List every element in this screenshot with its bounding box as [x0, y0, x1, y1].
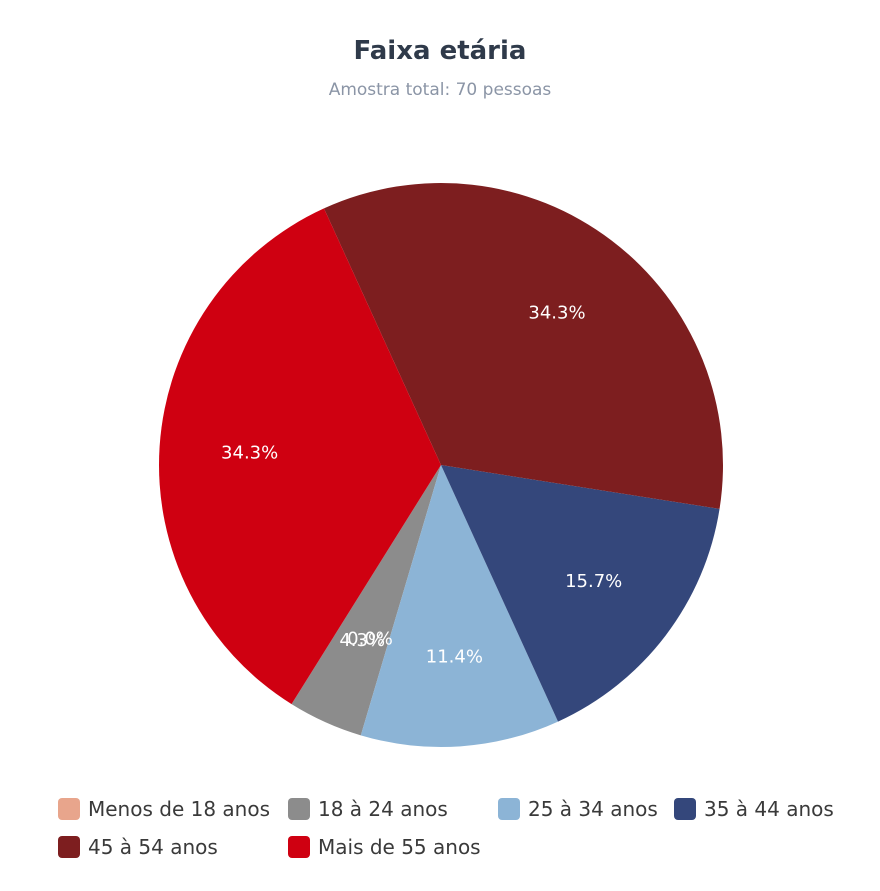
pie-slice-35-a-44-anos[interactable] [441, 465, 720, 722]
legend-swatch [58, 798, 80, 820]
pie-slice-45-a-54-anos[interactable] [323, 183, 724, 509]
chart-title: Faixa etária [353, 36, 527, 66]
legend-item-mais-de-55[interactable]: Mais de 55 anos [288, 835, 481, 859]
legend-label: Menos de 18 anos [88, 797, 271, 821]
slice-label: 4.3% [339, 630, 385, 651]
pie-slice-mais-de-55-anos[interactable] [159, 208, 441, 705]
legend-label: 45 à 54 anos [88, 835, 218, 859]
legend-swatch [58, 836, 80, 858]
legend-swatch [498, 798, 520, 820]
legend-label: 18 à 24 anos [318, 797, 448, 821]
legend-swatch [288, 798, 310, 820]
legend-item-menos-de-18[interactable]: Menos de 18 anos [58, 797, 270, 821]
legend-item-18-24[interactable]: 18 à 24 anos [288, 797, 448, 821]
legend-label: Mais de 55 anos [318, 835, 481, 859]
legend-label: 35 à 44 anos [704, 797, 834, 821]
legend-swatch [674, 798, 696, 820]
chart-subtitle: Amostra total: 70 pessoas [328, 80, 552, 100]
slice-label: 15.7% [565, 571, 622, 592]
legend-item-35-44[interactable]: 35 à 44 anos [674, 797, 834, 821]
legend-item-45-54[interactable]: 45 à 54 anos [58, 835, 218, 859]
legend-swatch [288, 836, 310, 858]
slice-label: 11.4% [426, 646, 483, 667]
pie-slice-18-a-24-anos[interactable] [291, 465, 441, 736]
pie-slice-25-a-34-anos[interactable] [360, 465, 559, 747]
slice-label: 34.3% [528, 302, 585, 323]
slice-label-zero: 0.0% [347, 629, 393, 650]
pie-labels: 4.3% 11.4% 15.7% 34.3% 34.3% 0.0% [221, 302, 622, 667]
slice-label: 34.3% [221, 442, 278, 463]
legend-label: 25 à 34 anos [528, 797, 658, 821]
pie-slices [159, 183, 724, 747]
legend-item-25-34[interactable]: 25 à 34 anos [498, 797, 658, 821]
